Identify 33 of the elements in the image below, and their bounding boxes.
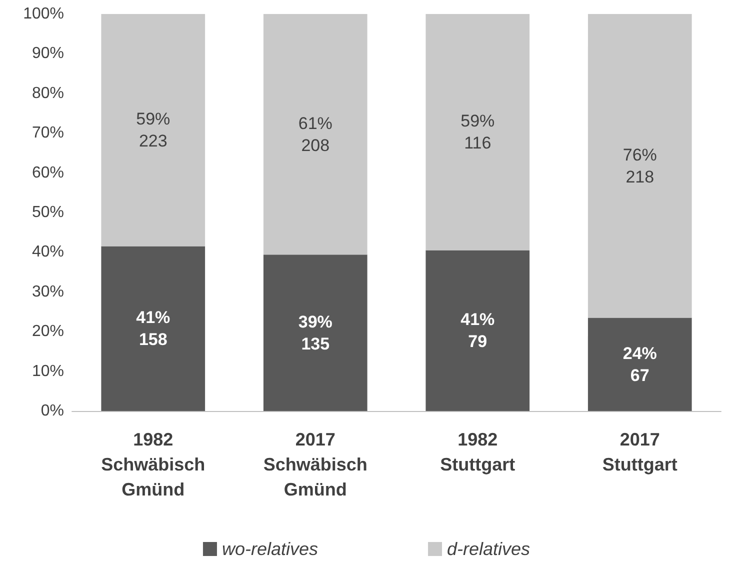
bar bbox=[588, 318, 692, 411]
x-tick-label: 2017 Schwäbisch Gmünd bbox=[263, 430, 368, 500]
bar bbox=[101, 14, 206, 246]
y-tick-label: 90% bbox=[32, 45, 64, 62]
bar bbox=[101, 246, 206, 411]
y-tick-label: 70% bbox=[32, 124, 64, 142]
y-tick-label: 50% bbox=[32, 204, 64, 221]
y-tick-label: 20% bbox=[32, 323, 64, 340]
y-tick-label: 30% bbox=[32, 283, 64, 300]
x-tick-label: 1982 Schwäbisch Gmünd bbox=[101, 430, 206, 500]
y-tick-label: 80% bbox=[32, 84, 64, 102]
data-label: 59% 116 bbox=[460, 112, 495, 153]
legend-label: d-relatives bbox=[447, 539, 530, 559]
y-tick-label: 100% bbox=[23, 6, 64, 22]
x-tick-label: 2017 Stuttgart bbox=[602, 430, 678, 474]
y-tick-label: 60% bbox=[32, 164, 64, 182]
bar bbox=[426, 14, 530, 250]
data-label: 59% 223 bbox=[136, 110, 170, 151]
legend-label: wo-relatives bbox=[222, 539, 318, 559]
bar bbox=[588, 14, 692, 318]
data-label: 76% 218 bbox=[622, 145, 657, 186]
bar bbox=[263, 254, 368, 411]
data-label: 41% 158 bbox=[136, 308, 170, 350]
y-tick-label: 40% bbox=[32, 244, 64, 261]
data-label: 39% 135 bbox=[298, 312, 332, 354]
data-label: 24% 67 bbox=[622, 344, 657, 385]
y-tick-label: 0% bbox=[40, 402, 64, 420]
data-label: 41% 79 bbox=[460, 310, 495, 352]
y-tick-label: 10% bbox=[32, 362, 64, 380]
data-label: 61% 208 bbox=[298, 114, 332, 155]
bar bbox=[263, 14, 368, 255]
bar bbox=[426, 250, 530, 411]
x-tick-label: 1982 Stuttgart bbox=[440, 430, 516, 474]
